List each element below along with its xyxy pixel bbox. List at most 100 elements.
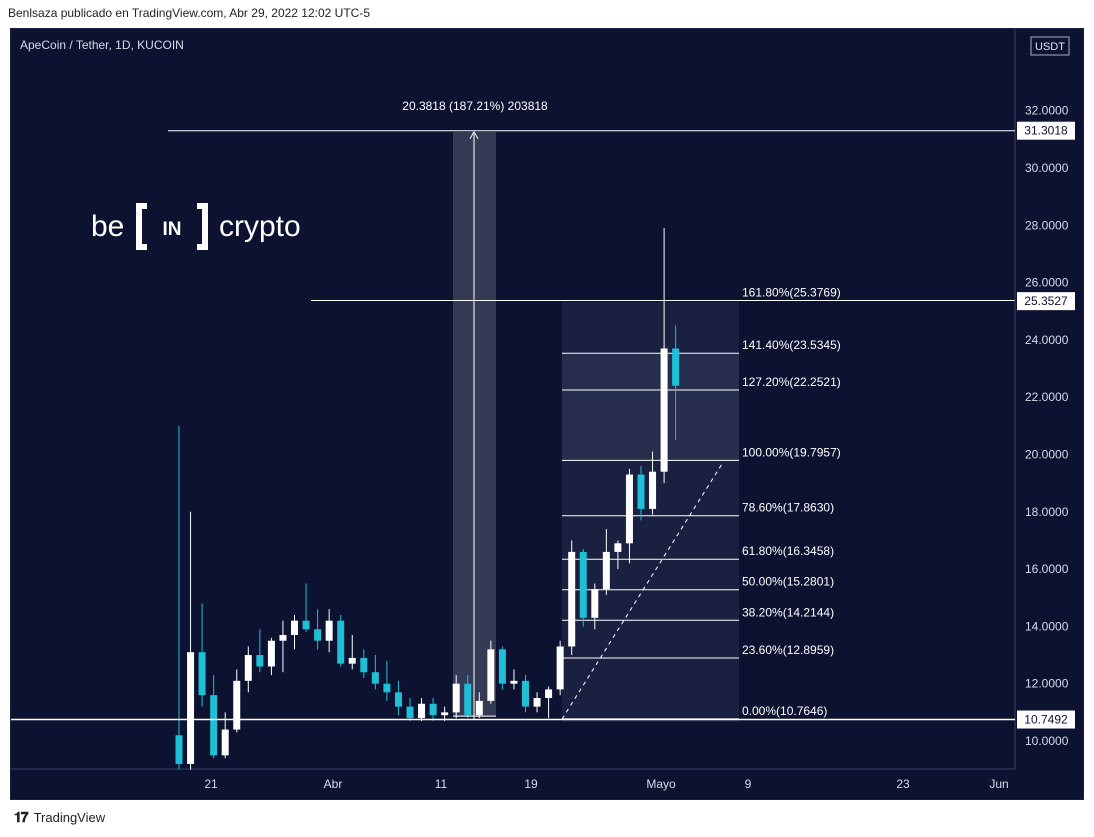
candle-body xyxy=(233,680,241,730)
candle-body xyxy=(545,689,553,699)
candle-body xyxy=(383,683,391,693)
x-tick-label: 11 xyxy=(435,777,448,791)
candle-body xyxy=(441,712,449,716)
candle-body xyxy=(660,348,668,472)
candle-body xyxy=(672,348,680,386)
candle-body xyxy=(464,683,472,716)
price-label: 25.3527 xyxy=(1024,294,1068,308)
price-label-box xyxy=(1017,292,1075,311)
fib-trend-dashed xyxy=(561,462,724,720)
x-tick-label: Jun xyxy=(989,777,1008,791)
candles-group xyxy=(175,228,680,770)
x-tick-label: 23 xyxy=(896,777,910,791)
candle-body xyxy=(302,620,310,630)
candle-body xyxy=(556,646,564,690)
candle-body xyxy=(452,683,460,713)
y-tick-label: 10.0000 xyxy=(1025,734,1069,748)
overlay-lines: 31.3018 25.3527 10.7492 xyxy=(11,121,1075,729)
candle-body xyxy=(568,551,576,647)
fib-label: 61.80%(16.3458) xyxy=(742,544,834,558)
tradingview-logo-icon: 𝟏𝟕 xyxy=(14,809,29,825)
candle-body xyxy=(406,706,414,719)
candle-body xyxy=(522,680,529,707)
candle-body xyxy=(429,703,437,716)
y-tick-label: 12.0000 xyxy=(1025,677,1069,691)
candle-body xyxy=(418,703,426,719)
candle-body xyxy=(475,700,483,716)
fib-label: 141.40%(23.5345) xyxy=(742,338,841,352)
fib-levels: 161.80%(25.3769) 141.40%(23.5345) 127.20%(… xyxy=(311,285,1015,720)
fib-label: 50.00%(15.2801) xyxy=(742,575,834,589)
footer: 𝟏𝟕 TradingView xyxy=(14,809,105,826)
currency-badge: USDT xyxy=(1035,41,1065,53)
fib-label: 38.20%(14.2144) xyxy=(742,605,834,619)
fib-label: 23.60%(12.8959) xyxy=(742,643,834,657)
candle-body xyxy=(267,640,275,667)
candle-body xyxy=(198,652,206,696)
candle-body xyxy=(625,474,633,544)
candle-body xyxy=(510,680,518,684)
x-tick-label: Abr xyxy=(324,777,343,791)
chart-title: ApeCoin / Tether, 1D, KUCOIN xyxy=(20,38,184,52)
fib-label: 100.00%(19.7957) xyxy=(742,445,841,459)
fib-zone xyxy=(562,302,739,722)
fib-zone-upper xyxy=(562,354,739,461)
x-tick-label: 19 xyxy=(524,777,538,791)
candle-body xyxy=(256,655,264,667)
candle-body xyxy=(221,729,229,756)
currency-badge-box xyxy=(1030,36,1070,56)
candle-body xyxy=(649,471,657,509)
beincrypto-logo: be IN crypto xyxy=(91,203,301,250)
y-tick-label: 32.0000 xyxy=(1025,104,1069,118)
price-axis: 10.0000 12.0000 14.0000 16.0000 18.0000 20.00… xyxy=(11,29,1069,791)
svg-text:IN: IN xyxy=(163,219,182,240)
footer-brand: TradingView xyxy=(33,810,106,825)
fib-label: 127.20%(22.2521) xyxy=(742,375,841,389)
price-label-box xyxy=(1017,121,1075,140)
candle-body xyxy=(314,629,322,641)
candle-body xyxy=(394,692,402,707)
y-tick-label: 22.0000 xyxy=(1025,390,1069,404)
candle-body xyxy=(360,657,368,673)
candle-body xyxy=(348,657,356,664)
candle-body xyxy=(371,672,379,684)
candle-body xyxy=(498,649,506,684)
candlestick-chart[interactable]: 161.80%(25.3769) 141.40%(23.5345) 127.20%(… xyxy=(11,29,1083,799)
svg-text:crypto: crypto xyxy=(219,210,301,243)
y-tick-label: 24.0000 xyxy=(1025,333,1069,347)
price-label: 31.3018 xyxy=(1024,124,1068,138)
measure-label: 20.3818 (187.21%) 203818 xyxy=(402,99,548,113)
candle-body xyxy=(637,474,645,509)
fib-label: 0.00%(10.7646) xyxy=(742,704,827,718)
y-tick-label: 14.0000 xyxy=(1025,619,1069,633)
y-tick-label: 26.0000 xyxy=(1025,276,1069,290)
candle-body xyxy=(602,551,610,590)
x-tick-label: 9 xyxy=(745,777,752,791)
publish-header: Benlsaza publicado en TradingView.com, A… xyxy=(8,6,371,20)
y-tick-label: 28.0000 xyxy=(1025,218,1069,232)
candle-body xyxy=(487,649,495,701)
y-tick-label: 20.0000 xyxy=(1025,448,1069,462)
candle-body xyxy=(175,735,183,764)
y-tick-label: 18.0000 xyxy=(1025,505,1069,519)
fib-label: 78.60%(17.8630) xyxy=(742,501,834,515)
price-label-box xyxy=(1017,710,1075,729)
fib-label: 161.80%(25.3769) xyxy=(742,285,841,299)
price-label: 10.7492 xyxy=(1024,713,1068,727)
y-tick-label: 16.0000 xyxy=(1025,562,1069,576)
candle-body xyxy=(187,652,195,764)
candle-body xyxy=(279,634,287,641)
y-tick-label: 30.0000 xyxy=(1025,161,1069,175)
candle-body xyxy=(325,620,333,641)
x-tick-label: 21 xyxy=(204,777,218,791)
measure-arrowhead xyxy=(469,130,479,139)
chart-panel[interactable]: 161.80%(25.3769) 141.40%(23.5345) 127.20%(… xyxy=(10,28,1084,800)
candle-body xyxy=(337,620,345,664)
x-tick-label: Mayo xyxy=(646,777,676,791)
candle-body xyxy=(533,698,541,707)
candle-body xyxy=(244,655,252,681)
svg-text:be: be xyxy=(91,210,124,243)
candle-body xyxy=(210,695,218,756)
candle-body xyxy=(591,589,599,618)
candle-body xyxy=(614,543,622,552)
